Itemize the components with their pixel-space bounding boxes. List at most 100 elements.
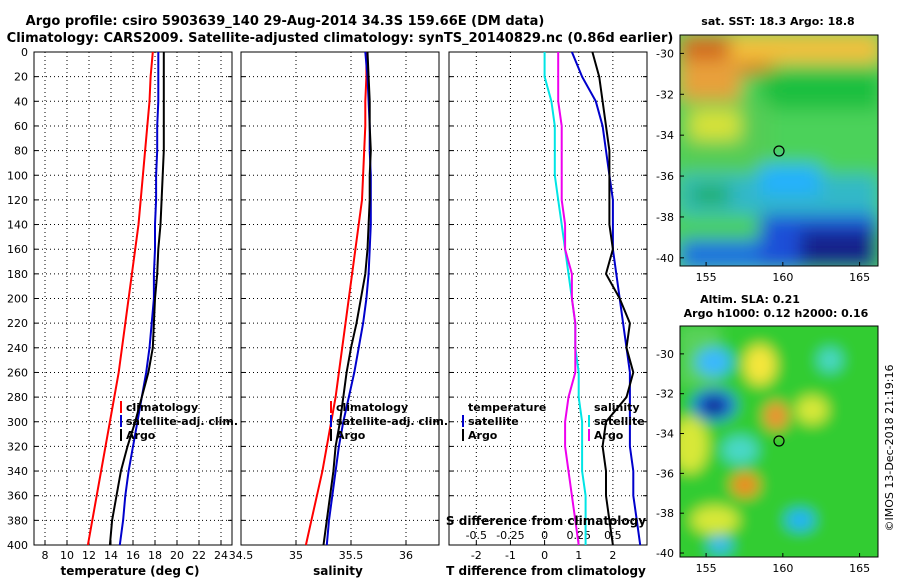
x-tick-label: 18 bbox=[148, 549, 162, 562]
sst-map-title: sat. SST: 18.3 Argo: 18.8 bbox=[701, 15, 854, 28]
argo-position-marker bbox=[773, 435, 785, 447]
depth-tick-label: 80 bbox=[14, 145, 28, 158]
legend-argo: Argo bbox=[336, 429, 366, 442]
map-lat-label: -40 bbox=[656, 547, 674, 560]
salinity-xlabel: salinity bbox=[313, 564, 363, 578]
map-lat-label: -34 bbox=[656, 428, 674, 441]
x-tick-label: -1 bbox=[505, 549, 516, 562]
map-lat-label: -32 bbox=[656, 388, 674, 401]
x-top-tick-label: 0.5 bbox=[604, 529, 622, 542]
x-tick-label: 10 bbox=[60, 549, 74, 562]
series-line-t-argo bbox=[591, 51, 635, 546]
map-lon-label: 160 bbox=[772, 271, 793, 284]
series-line-argo bbox=[322, 51, 372, 546]
legend-salinity-heading: salinity bbox=[594, 401, 640, 414]
depth-tick-label: 240 bbox=[7, 342, 28, 355]
chart-subtitle: Climatology: CARS2009. Satellite-adjuste… bbox=[7, 31, 674, 46]
legend-climatology: climatology bbox=[126, 401, 198, 414]
x-top-tick-label: -0.25 bbox=[496, 529, 524, 542]
x-tick-label: 20 bbox=[170, 549, 184, 562]
credit-text: ©IMOS 13-Dec-2018 21:19:16 bbox=[883, 365, 896, 532]
map-lat-label: -36 bbox=[656, 170, 674, 183]
map-lat-label: -38 bbox=[656, 211, 674, 224]
x-tick-label: 36 bbox=[399, 549, 413, 562]
difference-xlabel: T difference from climatology bbox=[446, 564, 646, 578]
x-top-tick-label: -0.5 bbox=[466, 529, 487, 542]
depth-tick-label: 340 bbox=[7, 465, 28, 478]
argo-position-marker bbox=[773, 145, 785, 157]
depth-tick-label: 220 bbox=[7, 317, 28, 330]
salinity-legend: climatology satellite-adj. clim. Argo bbox=[330, 401, 448, 442]
sla-map-subtitle: Argo h1000: 0.12 h2000: 0.16 bbox=[684, 307, 869, 320]
depth-tick-label: 140 bbox=[7, 219, 28, 232]
legend-t-satellite: satellite bbox=[468, 415, 519, 428]
legend-climatology: climatology bbox=[336, 401, 408, 414]
map-lon-label: 165 bbox=[849, 562, 870, 575]
map-lat-label: -34 bbox=[656, 129, 674, 142]
series-line-climatology bbox=[304, 52, 368, 546]
sst-map-frame bbox=[679, 34, 879, 267]
map-lat-label: -30 bbox=[656, 47, 674, 60]
x-tick-label: 35.5 bbox=[339, 549, 364, 562]
x-tick-label: 2 bbox=[609, 549, 616, 562]
depth-tick-label: 160 bbox=[7, 243, 28, 256]
difference-xlabel-top: S difference from climatology bbox=[446, 514, 646, 528]
legend-s-argo: Argo bbox=[594, 429, 624, 442]
x-tick-label: 34.5 bbox=[229, 549, 254, 562]
depth-tick-label: 280 bbox=[7, 391, 28, 404]
depth-tick-label: 260 bbox=[7, 366, 28, 379]
legend-satellite: satellite-adj. clim. bbox=[336, 415, 448, 428]
legend-s-satellite: satellite bbox=[594, 415, 645, 428]
depth-tick-label: 0 bbox=[21, 46, 28, 59]
map-lat-label: -40 bbox=[656, 252, 674, 265]
series-line-s-argo bbox=[557, 52, 580, 546]
legend-argo: Argo bbox=[126, 429, 156, 442]
depth-tick-label: 60 bbox=[14, 120, 28, 133]
depth-tick-label: 200 bbox=[7, 293, 28, 306]
map-lon-label: 155 bbox=[696, 562, 717, 575]
depth-tick-label: 360 bbox=[7, 490, 28, 503]
x-tick-label: 24 bbox=[214, 549, 228, 562]
map-lon-label: 165 bbox=[849, 271, 870, 284]
x-tick-label: 8 bbox=[42, 549, 49, 562]
map-lat-label: -30 bbox=[656, 348, 674, 361]
x-tick-label: 22 bbox=[192, 549, 206, 562]
x-tick-label: 14 bbox=[104, 549, 118, 562]
depth-tick-label: 120 bbox=[7, 194, 28, 207]
map-lat-label: -38 bbox=[656, 507, 674, 520]
map-lon-label: 160 bbox=[772, 562, 793, 575]
map-lon-label: 155 bbox=[696, 271, 717, 284]
x-top-tick-label: 0 bbox=[541, 529, 548, 542]
depth-tick-label: 380 bbox=[7, 514, 28, 527]
series-line-climatology bbox=[86, 51, 154, 546]
map-lat-label: -36 bbox=[656, 467, 674, 480]
legend-temperature-heading: temperature bbox=[468, 401, 546, 414]
depth-tick-label: 40 bbox=[14, 95, 28, 108]
x-tick-label: 1 bbox=[575, 549, 582, 562]
temperature-xlabel: temperature (deg C) bbox=[61, 564, 200, 578]
depth-tick-label: 20 bbox=[14, 71, 28, 84]
legend-t-argo: Argo bbox=[468, 429, 498, 442]
depth-tick-label: 320 bbox=[7, 440, 28, 453]
sla-map bbox=[680, 326, 878, 557]
map-lat-label: -32 bbox=[656, 88, 674, 101]
sst-map bbox=[680, 35, 878, 266]
chart-title: Argo profile: csiro 5903639_140 29-Aug-2… bbox=[26, 14, 545, 29]
legend-satellite: satellite-adj. clim. bbox=[126, 415, 238, 428]
depth-tick-label: 400 bbox=[7, 539, 28, 552]
x-tick-label: -2 bbox=[471, 549, 482, 562]
series-line-satellite-adj-clim- bbox=[118, 52, 160, 546]
x-tick-label: 16 bbox=[126, 549, 140, 562]
depth-tick-label: 100 bbox=[7, 169, 28, 182]
depth-tick-label: 180 bbox=[7, 268, 28, 281]
x-tick-label: 12 bbox=[82, 549, 96, 562]
difference-legend: temperature satellite Argo salinity sate… bbox=[462, 401, 645, 442]
x-tick-label: 0 bbox=[541, 549, 548, 562]
temperature-legend: climatology satellite-adj. clim. Argo bbox=[120, 401, 238, 442]
series-line-argo bbox=[108, 52, 165, 546]
sla-map-title: Altim. SLA: 0.21 bbox=[700, 293, 800, 306]
depth-tick-label: 300 bbox=[7, 416, 28, 429]
sla-map-frame bbox=[679, 325, 879, 558]
x-tick-label: 35 bbox=[289, 549, 303, 562]
